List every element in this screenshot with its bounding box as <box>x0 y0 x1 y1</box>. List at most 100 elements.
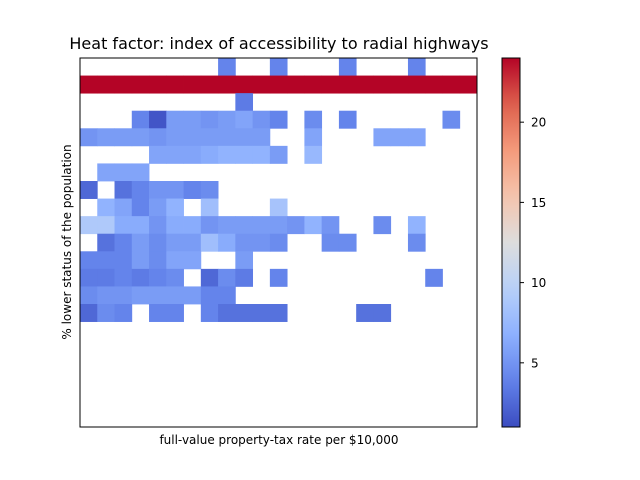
heatmap-cell <box>235 110 254 129</box>
colorbar-tick-label: 5 <box>531 356 539 370</box>
heatmap-cell <box>131 251 150 270</box>
chart-title: Heat factor: index of accessibility to r… <box>69 34 488 53</box>
heatmap-cell <box>407 216 426 235</box>
heatmap-cell <box>252 216 271 235</box>
heatmap-cell <box>149 181 167 199</box>
heatmap-cell <box>218 75 236 94</box>
plot-frame <box>79 57 478 428</box>
heatmap-cell <box>114 163 133 182</box>
heatmap-cell <box>183 110 202 129</box>
heatmap-cell <box>149 198 167 217</box>
heatmap-cell <box>97 198 115 217</box>
heatmap-cell <box>235 93 254 112</box>
heatmap-cell <box>183 145 202 164</box>
heatmap-cell <box>200 233 219 252</box>
heatmap-cell <box>131 110 150 129</box>
heatmap-cell <box>218 58 236 76</box>
colorbar: 5 10 15 20 <box>501 57 546 428</box>
heatmap-cell <box>166 110 184 129</box>
heatmap-cell <box>80 304 98 322</box>
heatmap-cell <box>114 198 133 217</box>
heatmap-cell <box>183 233 202 252</box>
heatmap-cell <box>80 181 98 199</box>
heatmap-cell <box>407 128 426 147</box>
heatmap-cell <box>338 233 357 252</box>
heatmap-cell <box>235 216 254 235</box>
heatmap-cell <box>235 128 254 147</box>
heatmap-cell <box>97 304 115 322</box>
heatmap-cell <box>269 145 288 164</box>
heatmap-cell <box>97 128 115 147</box>
heatmap-cell <box>97 268 115 287</box>
heatmap-cell <box>200 110 219 129</box>
heatmap-cell <box>252 75 271 94</box>
heatmap-cell <box>459 75 478 94</box>
heatmap-cell <box>235 145 254 164</box>
heatmap-cell <box>269 268 288 287</box>
heatmap-cell <box>131 268 150 287</box>
heatmap-cell <box>114 128 133 147</box>
heatmap-cell <box>252 304 271 322</box>
heatmap-cell <box>407 75 426 94</box>
heatmap-cell <box>269 58 288 76</box>
colorbar-tick-label: 10 <box>531 276 546 290</box>
heatmap-cell <box>149 75 167 94</box>
heatmap-cell <box>252 233 271 252</box>
heatmap-cell <box>338 110 357 129</box>
heatmap-cell <box>200 198 219 217</box>
heatmap-cell <box>166 304 184 322</box>
heatmap-cell <box>97 251 115 270</box>
heatmap-cell <box>356 304 374 322</box>
heatmap-cell <box>166 181 184 199</box>
heatmap-cell <box>114 216 133 235</box>
heatmap-cell <box>166 216 184 235</box>
heatmap-cell <box>149 268 167 287</box>
heatmap-cell <box>131 286 150 305</box>
heatmap-cell <box>304 216 323 235</box>
heatmap-cell <box>183 128 202 147</box>
heatmap-cell <box>183 181 202 199</box>
heatmap-cell <box>80 251 98 270</box>
heatmap-cell <box>304 110 323 129</box>
heatmap-cell <box>269 233 288 252</box>
heatmap-cell <box>97 286 115 305</box>
heatmap-cell <box>131 128 150 147</box>
heatmap-cell <box>252 110 271 129</box>
heatmap-cell <box>218 304 236 322</box>
heatmap-cell <box>97 233 115 252</box>
y-axis-label: % lower status of the population <box>60 144 74 339</box>
heatmap-cell <box>425 75 443 94</box>
heatmap-cell <box>149 128 167 147</box>
heatmap-cell <box>287 75 305 94</box>
colorbar-frame <box>501 57 521 428</box>
heatmap-cell <box>131 233 150 252</box>
heatmap-cell <box>252 128 271 147</box>
heatmap-cell <box>80 286 98 305</box>
heatmap-cell <box>131 216 150 235</box>
heatmap-cell <box>166 75 184 94</box>
heatmap-cell <box>304 145 323 164</box>
heatmap-cell <box>183 75 202 94</box>
heatmap-cell <box>80 268 98 287</box>
heatmap-cell <box>183 286 202 305</box>
heatmap-cell <box>200 268 219 287</box>
heatmap-cell <box>235 268 254 287</box>
heatmap-cell <box>114 268 133 287</box>
heatmap-cell <box>442 110 461 129</box>
heatmap-cell <box>269 304 288 322</box>
heatmap-cell <box>218 110 236 129</box>
heatmap-cell <box>442 75 461 94</box>
heatmap-cell <box>373 75 392 94</box>
heatmap-cell <box>425 268 443 287</box>
heatmap-cell <box>373 128 392 147</box>
heatmap-cell <box>149 110 167 129</box>
heatmap-cell <box>97 216 115 235</box>
heatmap-cell <box>235 251 254 270</box>
heatmap-cell <box>149 233 167 252</box>
heatmap-cell <box>407 233 426 252</box>
heatmap-cell <box>200 181 219 199</box>
heatmap-cell <box>183 216 202 235</box>
heatmap-cell <box>166 251 184 270</box>
colorbar-gradient <box>502 58 520 427</box>
